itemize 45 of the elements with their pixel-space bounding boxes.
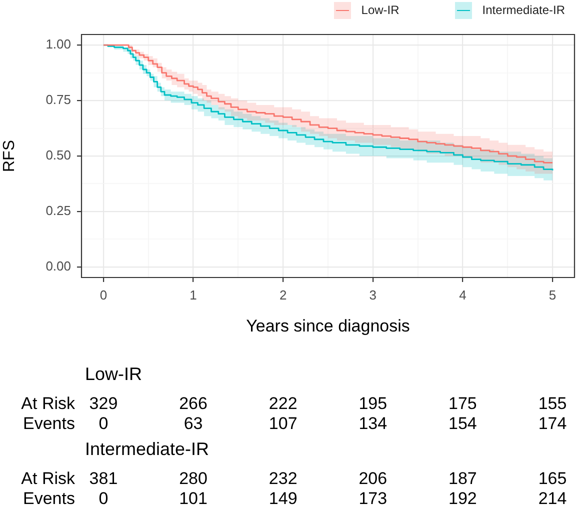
- legend-label: Intermediate-IR: [482, 2, 565, 19]
- text: 381: [89, 469, 118, 488]
- y-tick-label: 1.00: [46, 36, 71, 52]
- legend-label: Low-IR: [361, 2, 400, 19]
- y-tick-label: 0.25: [46, 203, 71, 218]
- text: Low-IR: [85, 364, 142, 384]
- text: 101: [179, 489, 208, 508]
- text: 280: [179, 469, 208, 488]
- y-tick-label: 0.75: [46, 92, 71, 108]
- text: 107: [268, 414, 298, 433]
- text: 206: [358, 469, 388, 488]
- text: 63: [184, 414, 203, 433]
- text: Events: [23, 414, 75, 433]
- text: 165: [538, 469, 567, 488]
- text: 187: [448, 469, 477, 488]
- text: 222: [268, 394, 298, 413]
- x-tick-label: 3: [369, 287, 377, 302]
- text: 174: [538, 414, 567, 433]
- y-tick-label: 0.00: [46, 258, 71, 274]
- text: 195: [358, 394, 388, 413]
- y-axis-title: RFS: [1, 140, 18, 172]
- text: At Risk: [21, 394, 75, 413]
- x-tick-label: 0: [100, 287, 108, 302]
- text: 155: [538, 394, 567, 413]
- text: 214: [538, 489, 567, 508]
- text: 0: [98, 414, 108, 433]
- x-axis-title: Years since diagnosis: [246, 316, 410, 336]
- text: At Risk: [21, 469, 75, 488]
- text: 149: [268, 489, 298, 508]
- text: 134: [358, 414, 388, 433]
- x-tick-label: 1: [190, 287, 197, 302]
- text: 329: [89, 394, 118, 413]
- text: 232: [268, 469, 298, 488]
- x-tick-label: 2: [279, 287, 287, 302]
- text: 154: [448, 414, 477, 433]
- y-tick-label: 0.50: [46, 148, 71, 163]
- text: 173: [358, 489, 388, 508]
- text: Events: [23, 489, 75, 508]
- x-tick-label: 4: [459, 287, 466, 302]
- text: Intermediate-IR: [85, 439, 210, 459]
- text: 192: [448, 489, 477, 508]
- x-tick-label: 5: [548, 287, 556, 302]
- text: 175: [448, 394, 477, 413]
- text: 0: [98, 489, 108, 508]
- text: 266: [179, 394, 208, 413]
